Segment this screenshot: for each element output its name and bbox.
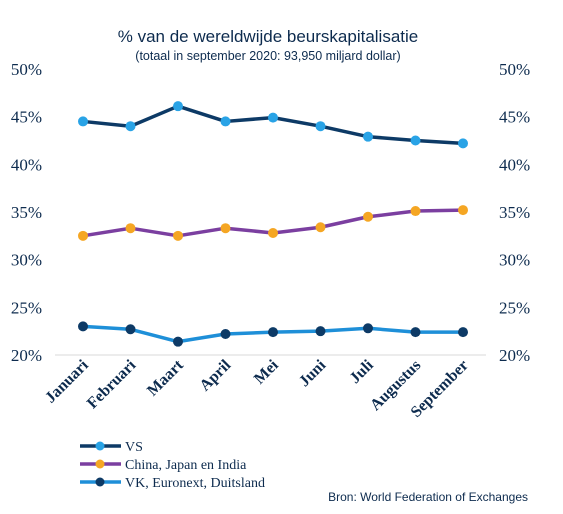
y-tick-label-left: 50% — [11, 60, 42, 79]
data-point — [220, 223, 231, 234]
data-point — [268, 227, 278, 238]
data-point — [363, 323, 373, 334]
chart-title: % van de wereldwijde beurskapitalisatie — [118, 27, 419, 46]
x-tick-label: Februari — [84, 356, 140, 412]
x-tick-label: Juni — [296, 356, 330, 390]
y-tick-label-left: 45% — [11, 108, 42, 127]
y-tick-label-left: 30% — [11, 251, 42, 270]
legend-label: China, Japan en India — [125, 458, 247, 473]
y-tick-label-right: 40% — [499, 155, 530, 174]
data-point — [363, 211, 373, 222]
source-note: Bron: World Federation of Exchanges — [328, 490, 528, 504]
y-tick-label-right: 20% — [499, 346, 530, 365]
data-point — [458, 138, 468, 149]
data-point — [125, 121, 136, 132]
legend-swatch-marker — [95, 477, 105, 487]
data-point — [125, 223, 136, 234]
series-line — [82, 104, 464, 146]
data-point — [78, 116, 88, 127]
y-tick-label-left: 25% — [11, 298, 42, 317]
legend: VS China, Japan en India VK, Euronext, Dui… — [80, 440, 265, 491]
y-tick-label-right: 35% — [499, 203, 530, 222]
data-point — [220, 116, 231, 127]
data-point — [315, 121, 326, 132]
data-point — [458, 205, 468, 216]
x-tick-label: Mei — [251, 356, 282, 387]
data-point — [315, 222, 326, 233]
data-point — [410, 135, 421, 146]
y-tick-label-left: 35% — [11, 203, 42, 222]
x-tick-label: Juli — [347, 356, 378, 387]
data-point — [410, 327, 421, 338]
y-tick-label-right: 30% — [499, 251, 530, 270]
data-point — [268, 327, 278, 338]
x-tick-label: April — [197, 356, 235, 394]
left-y-axis: 50% 45% 40% 35% 30% 25% 20% — [11, 60, 42, 365]
y-tick-label-right: 25% — [499, 298, 530, 317]
legend-swatch-marker — [95, 441, 105, 451]
data-point — [78, 230, 88, 241]
data-point — [363, 131, 373, 142]
data-point — [125, 324, 136, 335]
y-tick-label-left: 20% — [11, 346, 42, 365]
data-point — [173, 336, 183, 347]
data-point — [268, 112, 278, 123]
data-point — [458, 327, 468, 338]
y-tick-label-right: 45% — [499, 108, 530, 127]
legend-swatch-marker — [95, 459, 105, 469]
y-tick-label-left: 40% — [11, 155, 42, 174]
y-tick-label-right: 50% — [499, 60, 530, 79]
legend-label: VK, Euronext, Duitsland — [125, 476, 265, 491]
x-tick-label: Maart — [144, 356, 187, 399]
data-point — [410, 206, 421, 217]
series-lines — [78, 101, 468, 347]
legend-label: VS — [125, 440, 143, 455]
data-point — [173, 101, 183, 112]
data-point — [173, 230, 183, 241]
data-point — [220, 329, 231, 340]
data-point — [315, 326, 326, 337]
chart-subtitle: (totaal in september 2020: 93,950 miljar… — [135, 49, 400, 63]
data-point — [78, 321, 88, 332]
right-y-axis: 50% 45% 40% 35% 30% 25% 20% — [499, 60, 530, 365]
